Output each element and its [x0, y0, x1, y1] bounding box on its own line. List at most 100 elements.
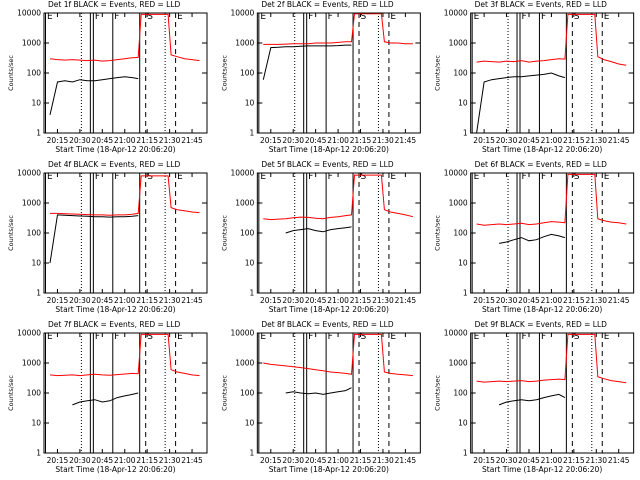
marker-label: F: [522, 12, 527, 22]
x-tick-label: 21:15: [563, 296, 585, 305]
marker-label: F: [328, 332, 333, 342]
y-tick-label: 10000: [230, 329, 254, 338]
x-axis-label: Start Time (18-Apr-12 20:06:20): [482, 465, 602, 474]
marker-label: S: [361, 332, 367, 342]
y-tick-label: 10: [458, 259, 468, 268]
marker-label: E: [177, 172, 183, 182]
series-line: [262, 44, 352, 80]
x-tick-label: 21:15: [350, 136, 372, 145]
x-tick-label: 20:30: [282, 136, 304, 145]
y-tick-label: 1000: [235, 39, 254, 48]
x-tick-label: 21:00: [541, 296, 563, 305]
x-tick-label: 21:30: [159, 136, 181, 145]
x-tick-label: 21:00: [327, 296, 349, 305]
x-tick-label: 20:30: [496, 296, 518, 305]
x-tick-label: 21:15: [136, 456, 158, 465]
marker-label: F: [541, 172, 546, 182]
series-line: [263, 174, 414, 221]
x-tick-label: 21:45: [608, 136, 630, 145]
x-tick-label: 21:30: [372, 296, 394, 305]
x-tick-label: 20:15: [260, 456, 282, 465]
x-tick-label: 20:45: [518, 456, 540, 465]
marker-label: F: [541, 332, 546, 342]
y-tick-label: 1000: [235, 359, 254, 368]
plot-frame: [256, 172, 421, 294]
x-tick-label: 21:00: [114, 296, 136, 305]
series-line: [49, 333, 200, 377]
marker-label: F: [522, 332, 527, 342]
y-tick-label: 100: [240, 229, 255, 238]
y-tick-label: 10: [31, 419, 41, 428]
x-tick-label: 20:15: [47, 136, 69, 145]
y-tick-label: 10000: [17, 329, 41, 338]
x-axis-label: Start Time (18-Apr-12 20:06:20): [269, 305, 389, 314]
marker-label: E: [177, 12, 183, 22]
chart-title: Det 3f BLACK = Events, RED = LLD: [475, 0, 608, 9]
x-tick-label: 21:30: [585, 456, 607, 465]
y-axis-label: Counts/sec: [220, 215, 228, 251]
y-tick-label: 10000: [230, 9, 254, 18]
y-tick-label: 100: [240, 69, 255, 78]
y-axis-label: Counts/sec: [434, 375, 442, 411]
marker-label: E: [604, 12, 610, 22]
chart-title: Det 2f BLACK = Events, RED = LLD: [261, 0, 394, 9]
marker-label: F: [308, 12, 313, 22]
marker-label: F: [308, 172, 313, 182]
series-line: [499, 233, 566, 244]
plot-frame: [256, 332, 421, 454]
y-tick-label: 10: [31, 259, 41, 268]
x-tick-label: 21:00: [327, 456, 349, 465]
y-tick-label: 1000: [449, 199, 468, 208]
series-line: [50, 175, 200, 216]
x-tick-label: 20:30: [496, 456, 518, 465]
marker-label: E: [47, 172, 53, 182]
x-tick-label: 21:15: [350, 456, 372, 465]
x-tick-label: 20:15: [473, 136, 495, 145]
x-axis-label: Start Time (18-Apr-12 20:06:20): [482, 145, 602, 154]
y-tick-label: 100: [240, 389, 255, 398]
chart-title: Det 5f BLACK = Events, RED = LLD: [261, 160, 394, 169]
marker-label: S: [361, 12, 367, 22]
marker-label: E: [260, 172, 266, 182]
x-tick-label: 21:45: [608, 296, 630, 305]
y-tick-label: 10000: [444, 169, 468, 178]
y-tick-label: 1: [463, 289, 468, 298]
marker-label: E: [260, 12, 266, 22]
x-tick-label: 20:45: [518, 296, 540, 305]
x-tick-label: 21:45: [181, 136, 203, 145]
y-tick-label: 1000: [22, 359, 41, 368]
series-line: [476, 72, 566, 134]
x-axis-label: Start Time (18-Apr-12 20:06:20): [55, 145, 175, 154]
x-tick-label: 21:15: [563, 456, 585, 465]
plot-frame: [43, 12, 208, 134]
x-tick-label: 21:15: [563, 136, 585, 145]
x-tick-label: 21:00: [541, 456, 563, 465]
series-line: [263, 333, 413, 377]
x-tick-label: 21:45: [181, 456, 203, 465]
series-line: [49, 13, 200, 62]
chart-title: Det 7f BLACK = Events, RED = LLD: [48, 320, 181, 329]
y-tick-label: 1: [36, 289, 41, 298]
x-tick-label: 20:30: [282, 296, 304, 305]
series-line: [476, 13, 627, 66]
marker-label: E: [604, 172, 610, 182]
y-tick-label: 10000: [230, 169, 254, 178]
x-tick-label: 21:45: [395, 456, 417, 465]
marker-label: F: [95, 12, 100, 22]
x-tick-label: 21:30: [372, 456, 394, 465]
x-tick-label: 20:15: [473, 456, 495, 465]
y-tick-label: 10: [458, 99, 468, 108]
y-tick-label: 10: [31, 99, 41, 108]
marker-label: F: [328, 12, 333, 22]
x-tick-label: 21:45: [608, 456, 630, 465]
y-tick-label: 10000: [444, 329, 468, 338]
marker-label: S: [361, 172, 367, 182]
x-axis-label: Start Time (18-Apr-12 20:06:20): [269, 465, 389, 474]
y-tick-label: 10: [245, 259, 255, 268]
series-line: [476, 173, 627, 226]
y-tick-label: 10000: [444, 9, 468, 18]
y-tick-label: 10: [245, 419, 255, 428]
x-tick-label: 20:30: [69, 296, 91, 305]
chart-title: Det 1f BLACK = Events, RED = LLD: [48, 0, 181, 9]
x-tick-label: 21:45: [395, 136, 417, 145]
